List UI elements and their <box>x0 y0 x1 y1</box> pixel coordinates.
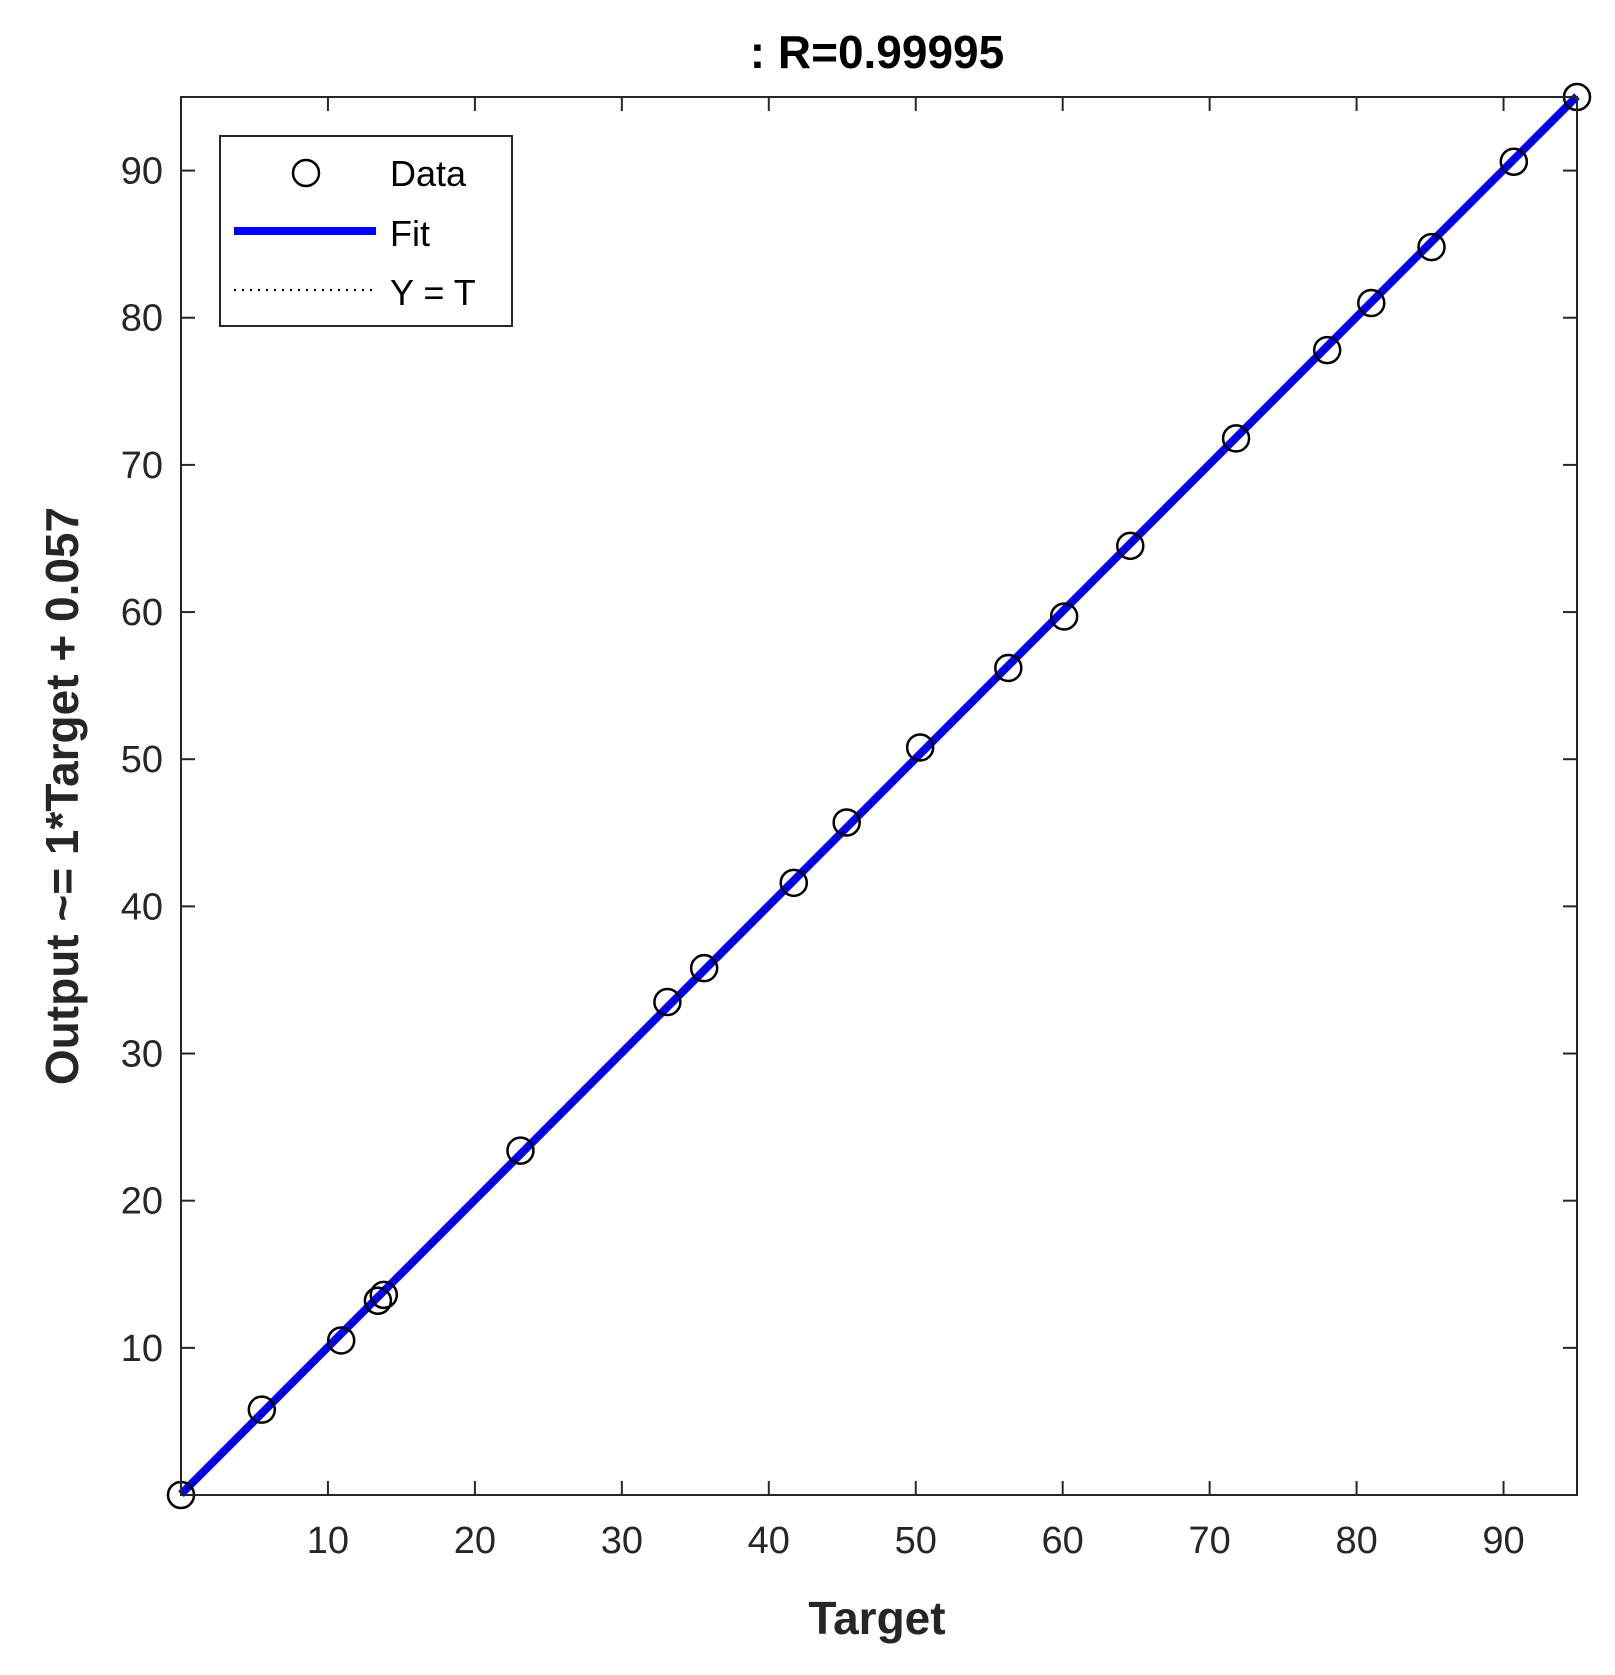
data-point <box>1417 232 1446 262</box>
y-tick-label: 50 <box>121 739 163 781</box>
data-point <box>326 1326 356 1355</box>
x-tick-label: 40 <box>748 1520 790 1562</box>
y-tick-label: 30 <box>121 1034 163 1076</box>
chart-title: : R=0.99995 <box>750 26 1004 78</box>
data-point <box>1221 424 1251 453</box>
y-axis-label: Output ~= 1*Target + 0.057 <box>36 507 88 1085</box>
y-tick-label: 90 <box>121 151 163 193</box>
y-tick-label: 40 <box>121 886 163 928</box>
data-point <box>247 1395 277 1424</box>
legend-yt-label: Y = T <box>390 272 476 313</box>
legend-data-label: Data <box>390 153 467 194</box>
identity-line <box>180 96 1578 1496</box>
y-tick-label: 20 <box>121 1181 163 1223</box>
x-tick-label: 50 <box>895 1520 937 1562</box>
x-tick-label: 20 <box>454 1520 496 1562</box>
data-point <box>1499 147 1529 176</box>
x-tick-label: 60 <box>1042 1520 1084 1562</box>
data-point <box>905 733 935 762</box>
data-point <box>506 1136 535 1165</box>
y-tick-label: 80 <box>121 298 163 340</box>
y-tick-label: 10 <box>121 1328 163 1370</box>
data-point <box>1357 288 1386 318</box>
y-tick-label: 70 <box>121 445 163 487</box>
data-point <box>779 868 809 898</box>
x-tick-label: 30 <box>601 1520 643 1562</box>
data-point <box>1049 602 1079 631</box>
x-tick-label: 70 <box>1188 1520 1230 1562</box>
data-point <box>689 953 719 983</box>
x-axis-label: Target <box>808 1592 945 1644</box>
data-point <box>832 808 861 837</box>
y-tick-label: 60 <box>121 592 163 634</box>
x-tick-label: 80 <box>1335 1520 1377 1562</box>
x-ticks: 10 20 30 40 50 60 70 80 90 <box>307 97 1525 1562</box>
data-point <box>369 1280 399 1310</box>
data-point <box>1312 335 1342 365</box>
data-point <box>994 653 1023 683</box>
plot-frame <box>180 96 1578 1496</box>
legend: Data Fit Y = T <box>219 135 513 327</box>
legend-data-marker <box>291 158 321 188</box>
x-tick-label: 90 <box>1482 1520 1524 1562</box>
data-point <box>363 1286 393 1316</box>
data-point <box>1116 531 1145 561</box>
y-ticks: 10 20 30 40 50 60 70 80 90 <box>121 151 1577 1370</box>
data-point <box>653 987 682 1017</box>
legend-fit-label: Fit <box>390 213 430 254</box>
x-tick-label: 10 <box>307 1520 349 1562</box>
